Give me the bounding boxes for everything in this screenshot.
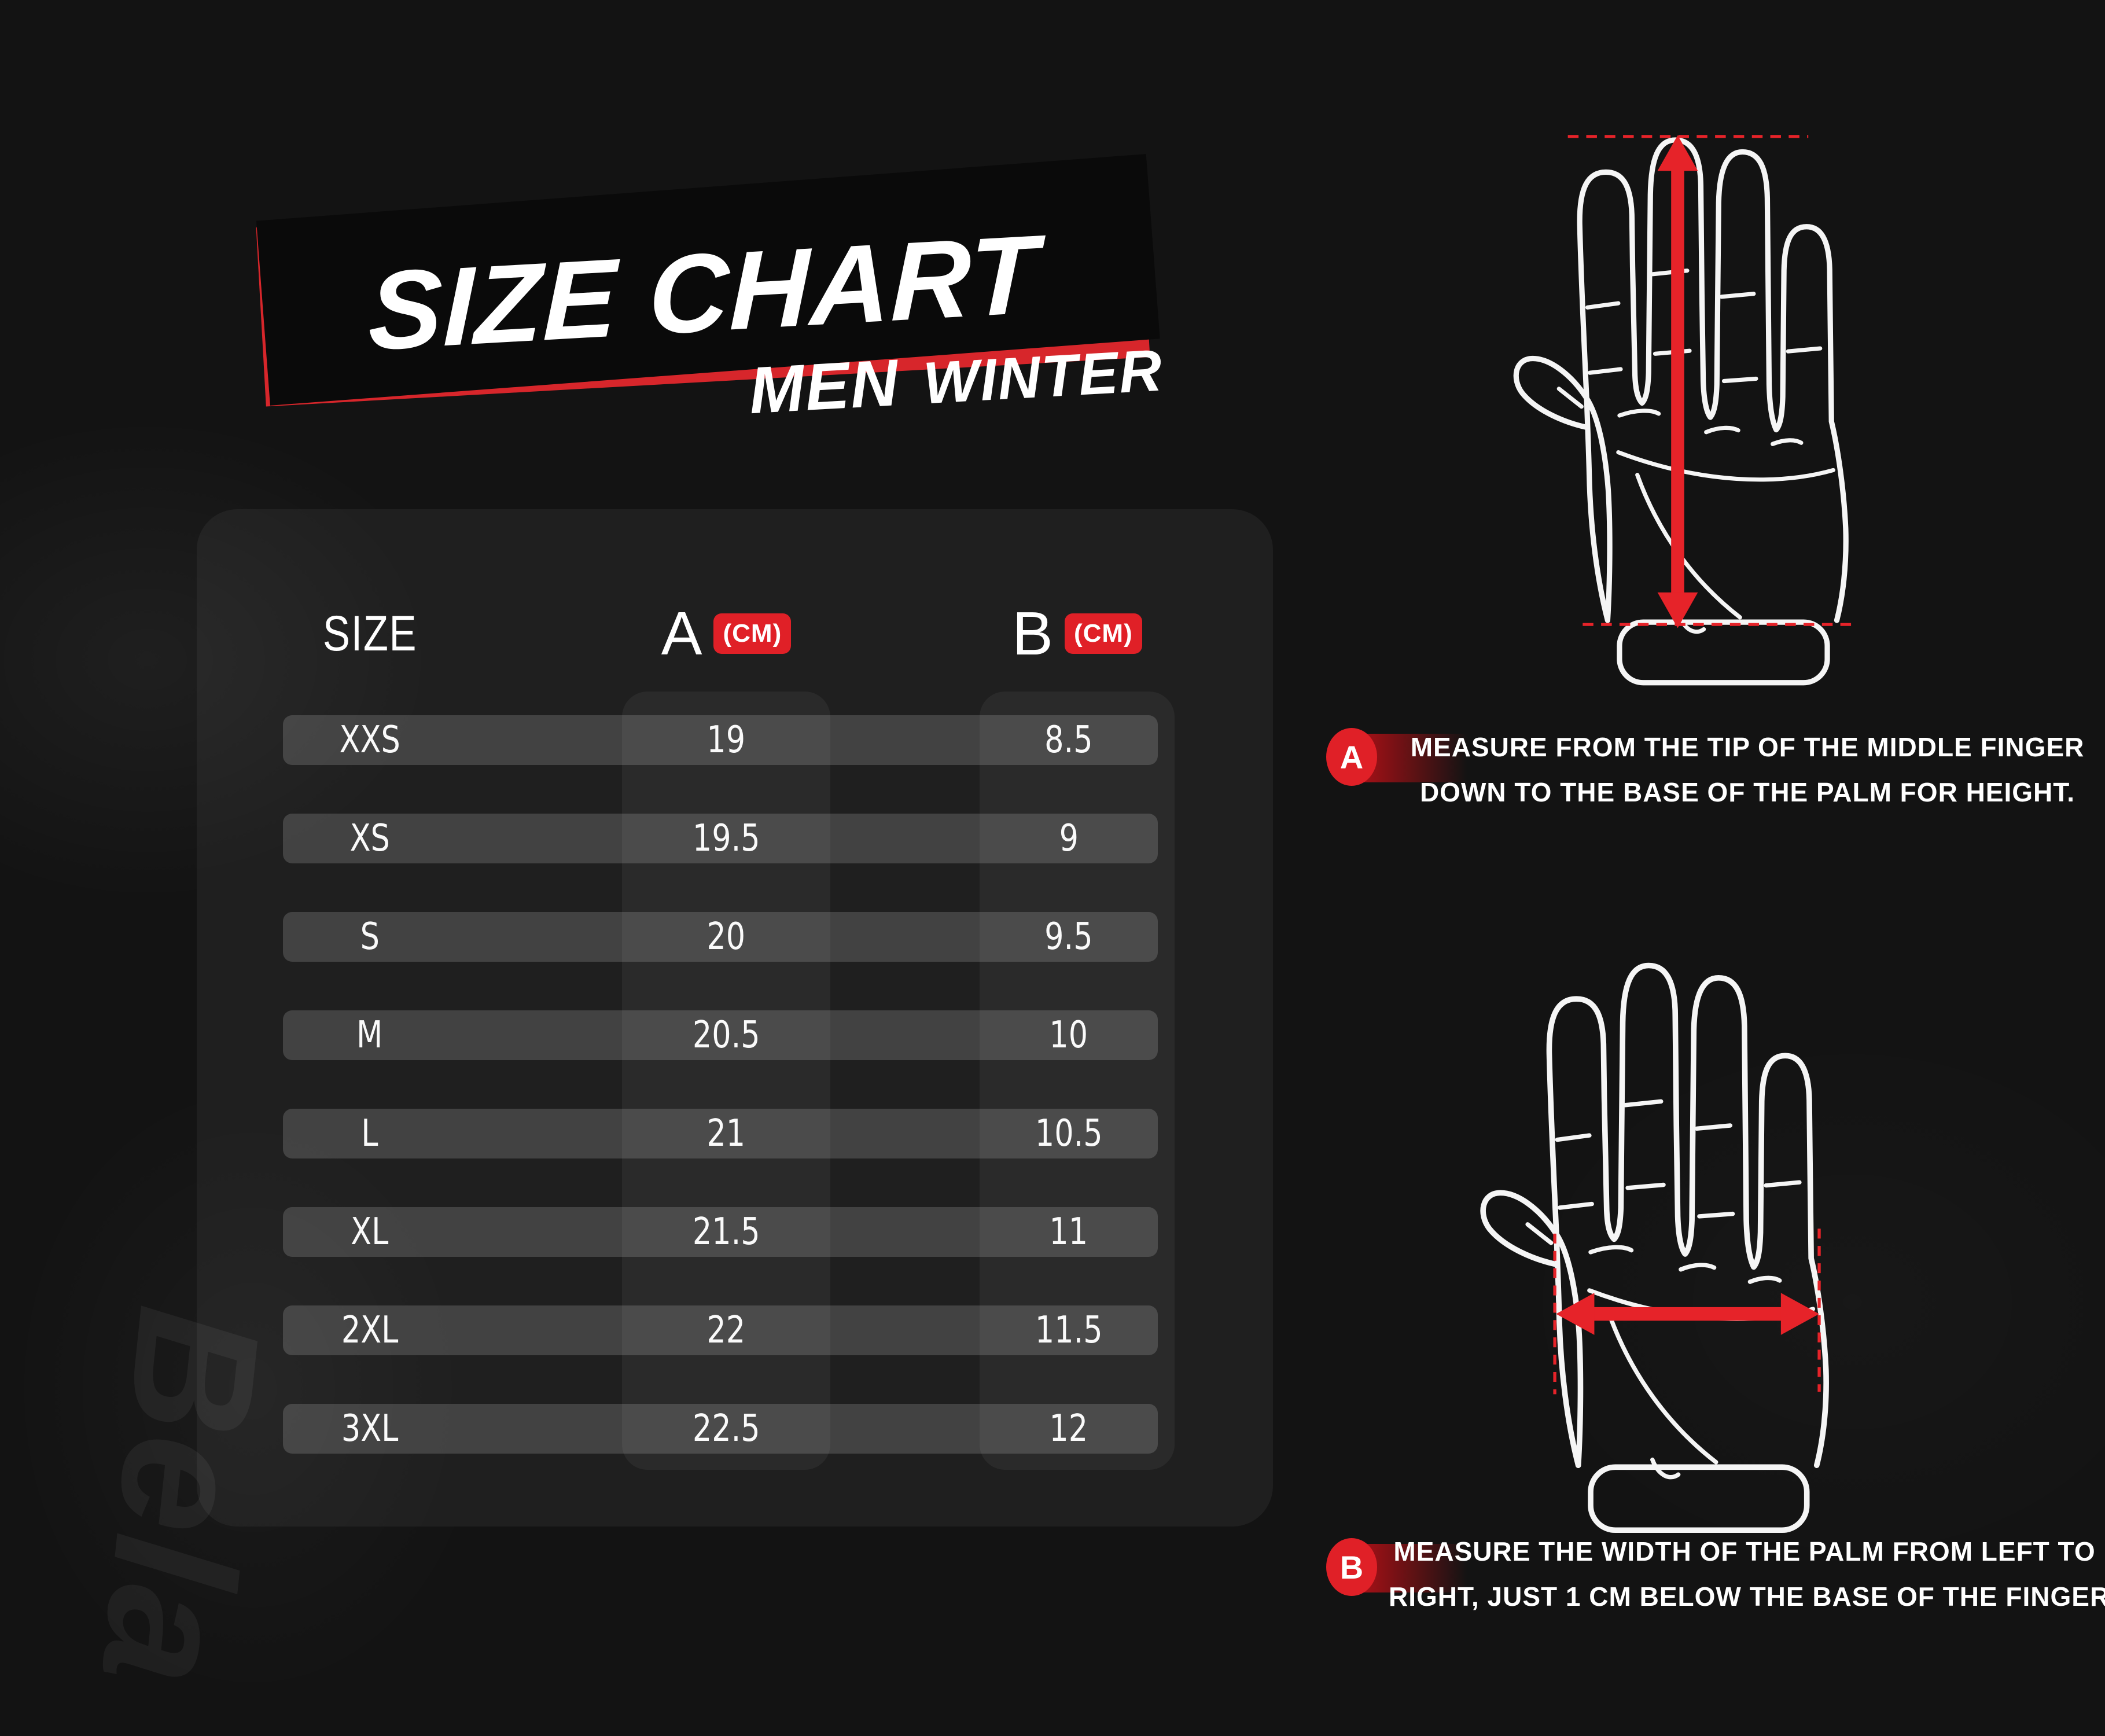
table-row: XS 19.5 9	[283, 814, 1158, 863]
header-b-unit-badge: (CM)	[1064, 613, 1142, 654]
row-a-value: 22	[706, 1309, 746, 1352]
instruction-a-text: MEASURE FROM THE TIP OF THE MIDDLE FINGE…	[1400, 724, 2095, 815]
row-a-value: 20	[706, 915, 746, 958]
table-row: XXS 19 8.5	[283, 715, 1158, 765]
row-a-value: 20.5	[692, 1014, 760, 1057]
row-b-value: 8.5	[1044, 719, 1093, 762]
header-a-unit-badge: (CM)	[713, 613, 792, 654]
row-b-value: 9.5	[1044, 915, 1093, 958]
instruction-b-line1: MEASURE THE WIDTH OF THE PALM FROM LEFT …	[1393, 1536, 2096, 1566]
label-a-badge: A	[1326, 728, 1377, 786]
row-b-value: 9	[1059, 817, 1079, 860]
table-header-row: SIZE A (CM) B (CM)	[197, 596, 1273, 671]
row-size: XXS	[339, 719, 400, 762]
row-size: 2XL	[341, 1309, 399, 1352]
column-a-highlight	[622, 692, 830, 1470]
row-b-value: 11.5	[1035, 1309, 1103, 1352]
row-size: XS	[349, 817, 390, 860]
row-b-value: 11	[1049, 1211, 1088, 1253]
table-row: L 21 10.5	[283, 1109, 1158, 1158]
row-size: 3XL	[341, 1407, 399, 1450]
header-col-a: A (CM)	[622, 596, 830, 671]
hand-height-diagram	[1470, 135, 1857, 689]
header-a-letter: A	[661, 599, 702, 668]
row-b-value: 10	[1049, 1014, 1088, 1057]
row-size: XL	[351, 1211, 389, 1253]
label-b-tag: B	[1326, 1538, 1500, 1602]
row-a-value: 21.5	[692, 1211, 760, 1253]
header-size: SIZE	[323, 605, 418, 661]
size-table-panel: SIZE A (CM) B (CM) XXS 19 8.5 XS 19.5 9 …	[197, 509, 1273, 1527]
subtitle-men: MEN	[747, 345, 901, 428]
label-b-badge: B	[1326, 1538, 1377, 1596]
hand-width-diagram	[1435, 943, 1892, 1536]
instruction-a-line1: MEASURE FROM THE TIP OF THE MIDDLE FINGE…	[1410, 732, 2085, 762]
instruction-b-text: MEASURE THE WIDTH OF THE PALM FROM LEFT …	[1389, 1529, 2105, 1619]
row-b-value: 12	[1049, 1407, 1088, 1450]
row-a-value: 19	[706, 719, 746, 762]
header-col-b: B (CM)	[980, 596, 1175, 671]
column-b-highlight	[980, 692, 1175, 1470]
row-a-value: 22.5	[692, 1407, 760, 1450]
header-b-letter: B	[1012, 599, 1053, 668]
table-row: 3XL 22.5 12	[283, 1404, 1158, 1454]
row-size: S	[360, 915, 380, 958]
row-size: L	[361, 1112, 378, 1155]
table-row: XL 21.5 11	[283, 1207, 1158, 1257]
instruction-b-line2: RIGHT, JUST 1 CM BELOW THE BASE OF THE F…	[1389, 1581, 2105, 1612]
measurement-a-overlay	[1567, 135, 1857, 628]
label-a-tag: A	[1326, 728, 1500, 792]
row-b-value: 10.5	[1035, 1112, 1103, 1155]
table-row: 2XL 22 11.5	[283, 1305, 1158, 1355]
instruction-a-line2: DOWN TO THE BASE OF THE PALM FOR HEIGHT.	[1419, 777, 2075, 807]
subtitle-winter: WINTER	[921, 337, 1165, 417]
row-size: M	[356, 1014, 383, 1057]
table-row: S 20 9.5	[283, 912, 1158, 962]
table-row: M 20.5 10	[283, 1010, 1158, 1060]
row-a-value: 21	[706, 1112, 746, 1155]
row-a-value: 19.5	[692, 817, 760, 860]
